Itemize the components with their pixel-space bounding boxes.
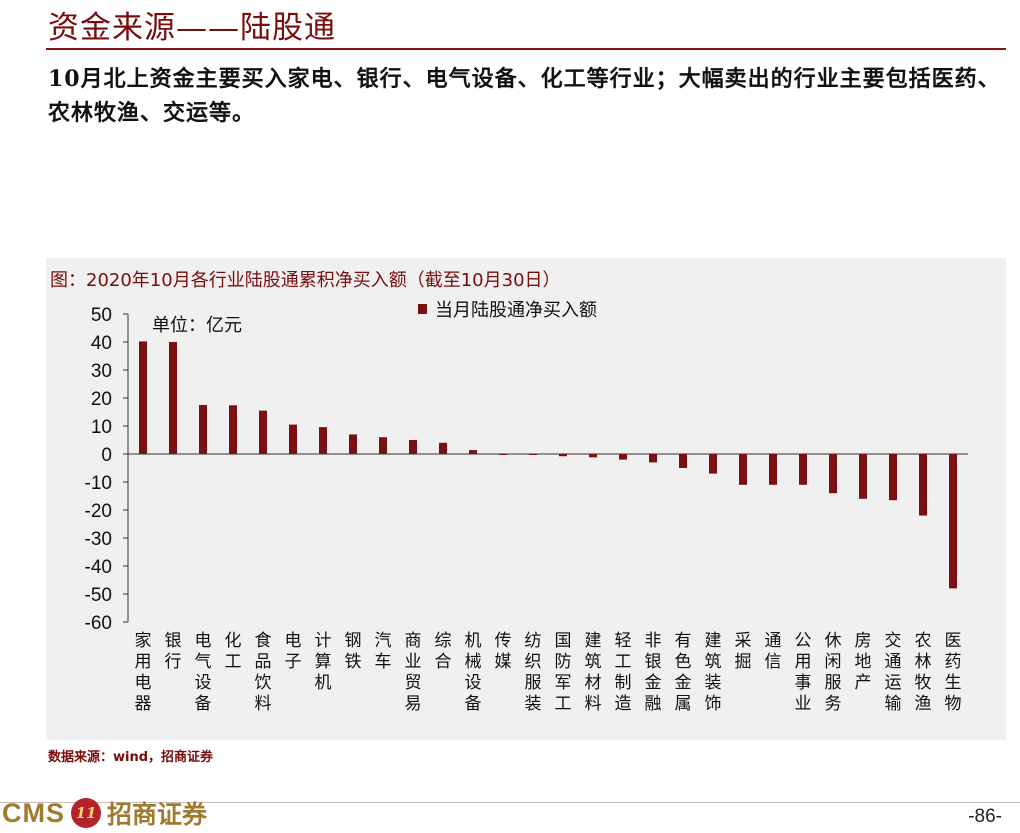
x-tick-label: 钢铁 (345, 631, 362, 672)
x-tick-label: 传媒 (495, 631, 512, 672)
x-tick-label: 轻工制造 (615, 631, 632, 714)
x-tick-label: 国防军工 (555, 631, 572, 714)
bar-20 (709, 454, 717, 474)
bar-26 (889, 454, 897, 501)
x-tick-label: 电气设备 (195, 631, 212, 714)
y-tick-label: -10 (85, 473, 112, 494)
bar-28 (949, 454, 957, 589)
bar-5 (259, 410, 267, 454)
x-tick-label: 采掘 (735, 631, 752, 672)
x-tick-label: 综合 (435, 631, 452, 672)
y-tick-label: 20 (91, 389, 112, 410)
y-tick-label: 0 (101, 445, 112, 466)
bar-1 (139, 341, 147, 454)
y-tick-label: -20 (85, 501, 112, 522)
x-tick-label: 农林牧渔 (915, 631, 932, 714)
y-tick-label: -30 (85, 529, 112, 550)
x-tick-label: 建筑装饰 (705, 631, 722, 714)
brand-name: 招商证券 (107, 800, 208, 829)
bar-4 (229, 405, 237, 454)
y-tick-label: -50 (85, 585, 112, 606)
bar-27 (919, 454, 927, 516)
bar-3 (199, 405, 207, 454)
x-tick-label: 非银金融 (645, 631, 662, 714)
bar-22 (769, 454, 777, 485)
legend-label: 当月陆股通净买入额 (435, 300, 597, 321)
chart-panel (46, 258, 1006, 740)
bar-10 (409, 440, 417, 454)
x-tick-label: 通信 (765, 631, 782, 672)
x-tick-label: 建筑材料 (585, 631, 602, 714)
title-divider (46, 48, 1006, 50)
x-tick-label: 休闲服务 (825, 631, 842, 714)
bar-23 (799, 454, 807, 485)
x-tick-label: 计算机 (315, 631, 332, 693)
bar-21 (739, 454, 747, 485)
x-tick-label: 纺织服装 (525, 631, 542, 714)
x-tick-label: 银行 (165, 631, 182, 672)
bar-15 (559, 454, 567, 457)
x-tick-label: 房地产 (855, 631, 872, 693)
page-title: 资金来源——陆股通 (48, 10, 336, 46)
y-tick-label: -40 (85, 557, 112, 578)
data-source: 数据来源：wind，招商证券 (48, 750, 214, 765)
summary-text: 10月北上资金主要买入家电、银行、电气设备、化工等行业；大幅卖出的行业主要包括医… (48, 66, 1001, 126)
x-tick-label: 家用电器 (135, 631, 152, 714)
bar-9 (379, 437, 387, 454)
bar-7 (319, 427, 327, 454)
bar-24 (829, 454, 837, 494)
chart-title: 图：2020年10月各行业陆股通累积净买入额（截至10月30日） (50, 270, 561, 291)
bar-12 (469, 450, 477, 454)
x-tick-label: 机械设备 (465, 631, 482, 714)
chart-legend: 当月陆股通净买入额 (418, 296, 597, 322)
bar-8 (349, 434, 357, 454)
bar-18 (649, 454, 657, 463)
x-tick-label: 交通运输 (885, 631, 902, 714)
bar-13 (499, 454, 507, 455)
x-tick-label: 公用事业 (795, 631, 812, 714)
brand-logo-icon: 11 (71, 798, 101, 828)
bar-2 (169, 342, 177, 454)
x-tick-label: 医药生物 (945, 631, 962, 714)
bar-14 (529, 454, 537, 455)
y-tick-label: 40 (91, 333, 112, 354)
brand-cms-text: CMS (2, 797, 65, 828)
x-tick-label: 电子 (285, 631, 302, 672)
x-tick-label: 汽车 (375, 631, 392, 672)
y-tick-label: -60 (85, 613, 112, 634)
y-tick-label: 10 (91, 417, 112, 438)
legend-swatch (418, 304, 427, 314)
y-tick-label: 50 (91, 305, 112, 326)
bar-17 (619, 454, 627, 460)
x-tick-label: 有色金属 (675, 631, 692, 714)
bar-11 (439, 442, 447, 454)
y-tick-label: 30 (91, 361, 112, 382)
footer-divider (0, 802, 1020, 803)
x-tick-label: 化工 (225, 631, 242, 672)
bar-19 (679, 454, 687, 468)
x-tick-label: 食品饮料 (255, 631, 272, 714)
page-number: -86- (968, 806, 1002, 827)
bar-6 (289, 424, 297, 454)
bar-25 (859, 454, 867, 499)
bar-16 (589, 454, 597, 458)
unit-label: 单位：亿元 (152, 315, 242, 336)
brand: CMS 11 招商证券 (2, 795, 207, 831)
x-tick-label: 商业贸易 (405, 631, 422, 714)
